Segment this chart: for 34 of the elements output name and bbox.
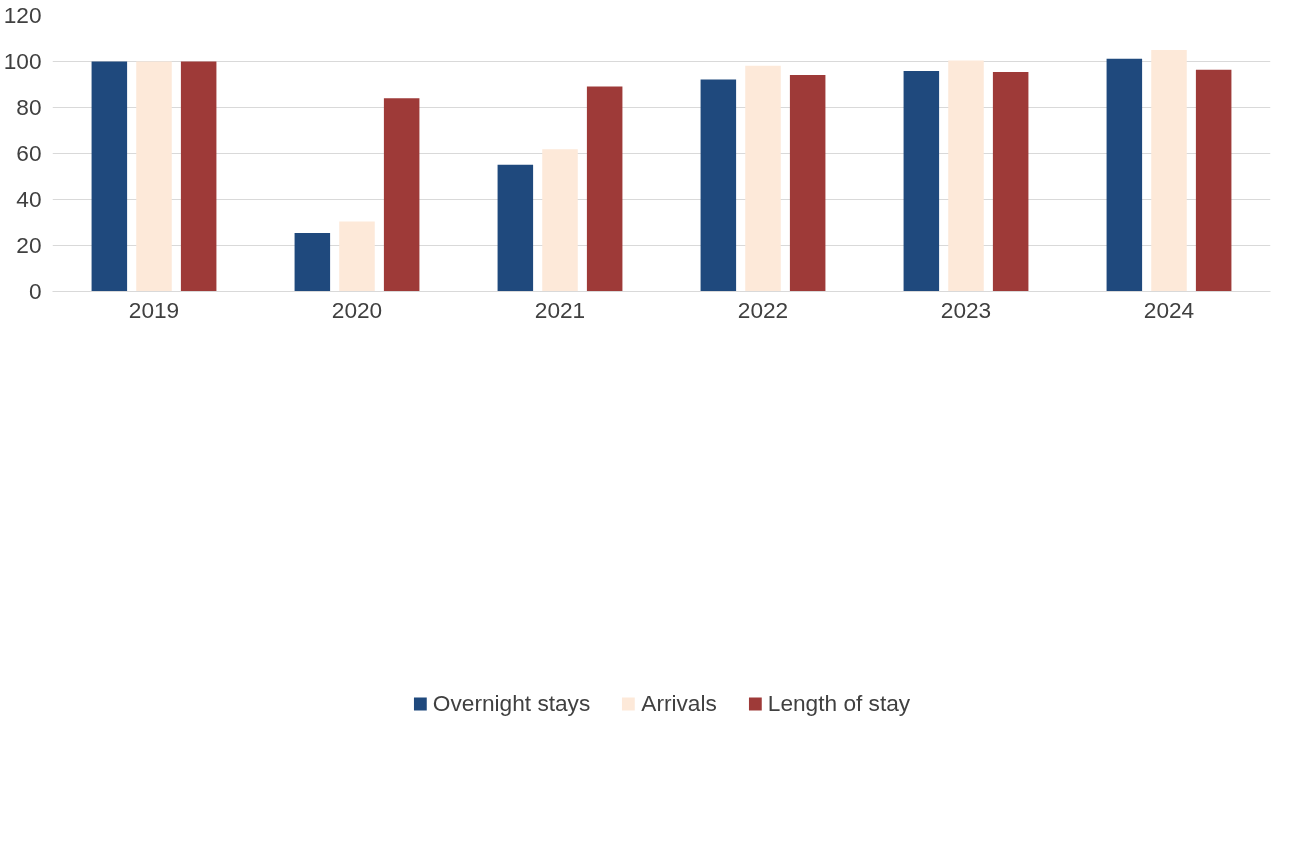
bar — [586, 86, 623, 292]
y-tick-label: 40 — [16, 186, 42, 212]
bar — [1106, 58, 1143, 292]
y-tick-label: 120 — [3, 2, 42, 28]
x-tick-label: 2022 — [737, 296, 789, 323]
legend-label: Overnight stays — [432, 689, 591, 717]
x-tick-label: 2020 — [331, 296, 383, 323]
bar — [789, 75, 826, 292]
x-tick-label: 2023 — [940, 296, 992, 323]
y-tick-label: 80 — [16, 94, 42, 120]
legend-label: Arrivals — [641, 689, 717, 717]
bar — [1151, 50, 1187, 292]
bar — [497, 164, 534, 292]
bar — [1195, 69, 1232, 292]
legend-label: Length of stay — [767, 689, 911, 717]
bar — [294, 233, 331, 292]
x-tick-label: 2021 — [534, 296, 586, 323]
bar — [992, 72, 1029, 292]
bar — [948, 60, 984, 292]
bar — [383, 98, 420, 292]
x-tick-label: 2024 — [1143, 296, 1195, 323]
bar — [180, 61, 217, 292]
y-tick-label: 20 — [16, 232, 42, 258]
bar — [136, 61, 172, 292]
bar — [542, 149, 578, 292]
bar — [91, 61, 128, 292]
x-tick-label: 2019 — [128, 296, 180, 323]
bar — [903, 70, 940, 292]
y-tick-label: 100 — [3, 48, 42, 74]
y-tick-label: 0 — [28, 278, 42, 304]
bar — [339, 221, 375, 292]
y-tick-label: 60 — [16, 140, 42, 166]
bar — [745, 65, 781, 292]
bar — [700, 79, 737, 292]
